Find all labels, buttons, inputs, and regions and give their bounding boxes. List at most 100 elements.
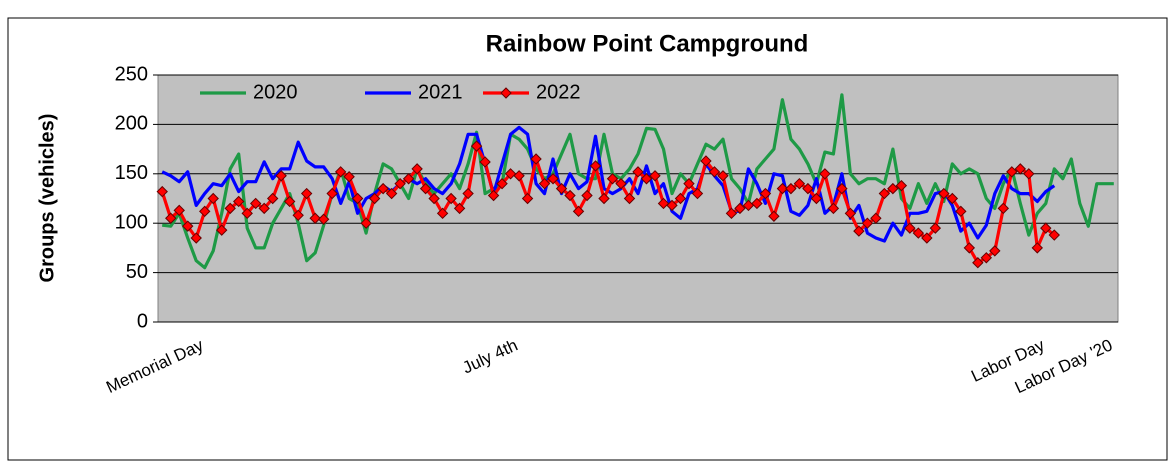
point-marker bbox=[351, 192, 364, 205]
point-marker bbox=[216, 224, 228, 236]
legend-label: 2021 bbox=[418, 81, 463, 103]
point-marker bbox=[445, 192, 457, 205]
point-marker bbox=[326, 187, 338, 200]
point-marker bbox=[309, 212, 321, 224]
point-marker bbox=[479, 156, 491, 168]
point-marker bbox=[734, 202, 746, 215]
point-marker bbox=[530, 153, 542, 165]
point-marker bbox=[844, 207, 857, 220]
point-marker bbox=[980, 252, 993, 264]
point-marker bbox=[691, 187, 704, 200]
point-marker bbox=[165, 212, 177, 224]
point-marker bbox=[997, 202, 1010, 215]
point-marker bbox=[182, 220, 194, 232]
point-marker bbox=[462, 187, 474, 200]
point-marker bbox=[266, 192, 279, 205]
point-marker bbox=[224, 202, 236, 215]
point-marker bbox=[963, 242, 976, 254]
point-marker bbox=[606, 173, 619, 185]
point-marker bbox=[470, 140, 483, 152]
point-marker bbox=[1014, 163, 1027, 175]
point-marker bbox=[190, 232, 202, 244]
plot-area bbox=[157, 74, 1119, 323]
point-marker bbox=[632, 166, 644, 178]
point-marker bbox=[249, 197, 262, 210]
point-marker bbox=[555, 182, 568, 195]
point-marker bbox=[853, 225, 865, 237]
point-marker bbox=[623, 192, 636, 205]
series-line bbox=[160, 144, 1056, 265]
point-marker bbox=[666, 199, 678, 212]
point-marker bbox=[912, 227, 925, 239]
point-marker bbox=[989, 245, 1001, 257]
point-marker bbox=[700, 155, 712, 167]
point-marker bbox=[793, 177, 806, 190]
point-marker bbox=[785, 182, 797, 195]
point-marker bbox=[1048, 229, 1060, 241]
point-marker bbox=[802, 182, 814, 195]
point-marker bbox=[283, 195, 296, 208]
series-line bbox=[162, 93, 1114, 270]
point-marker bbox=[343, 171, 355, 183]
point-marker bbox=[674, 192, 687, 205]
point-marker bbox=[649, 170, 661, 182]
point-marker bbox=[496, 177, 508, 190]
point-marker bbox=[581, 189, 593, 202]
point-marker bbox=[368, 192, 381, 205]
point-marker bbox=[487, 189, 500, 202]
point-marker bbox=[300, 187, 313, 200]
point-marker bbox=[419, 182, 432, 195]
point-marker bbox=[887, 182, 899, 195]
point-marker bbox=[428, 192, 440, 205]
point-marker bbox=[751, 197, 763, 210]
point-marker bbox=[538, 177, 551, 190]
point-marker bbox=[436, 207, 449, 220]
point-marker bbox=[683, 177, 695, 190]
point-marker bbox=[402, 173, 415, 185]
point-marker bbox=[411, 163, 423, 175]
point-marker bbox=[819, 168, 831, 180]
point-marker bbox=[547, 173, 559, 185]
point-marker bbox=[292, 209, 304, 222]
point-marker bbox=[360, 217, 372, 229]
point-marker bbox=[972, 257, 984, 269]
point-marker bbox=[836, 182, 848, 195]
point-marker bbox=[904, 222, 916, 234]
legend-label: 2020 bbox=[253, 81, 298, 103]
point-marker bbox=[275, 170, 287, 182]
point-marker bbox=[827, 202, 840, 215]
point-marker bbox=[572, 205, 585, 218]
point-marker bbox=[207, 192, 219, 205]
point-marker bbox=[564, 189, 576, 202]
y-tick-label: 250 bbox=[115, 63, 148, 85]
point-marker bbox=[946, 192, 959, 205]
point-marker bbox=[768, 210, 780, 222]
point-marker bbox=[725, 207, 738, 220]
point-marker bbox=[929, 222, 942, 234]
point-marker bbox=[394, 177, 406, 190]
point-marker bbox=[938, 187, 950, 200]
point-marker bbox=[776, 182, 789, 195]
point-marker bbox=[870, 212, 882, 224]
point-marker bbox=[759, 187, 772, 200]
chart-title: Rainbow Point Campground bbox=[486, 30, 809, 57]
legend-marker bbox=[500, 87, 512, 99]
point-marker bbox=[708, 166, 721, 178]
point-marker bbox=[233, 195, 245, 208]
point-marker bbox=[717, 170, 729, 182]
point-marker bbox=[513, 170, 525, 182]
point-marker bbox=[1040, 222, 1052, 234]
y-tick-label: 50 bbox=[126, 261, 148, 283]
point-marker bbox=[921, 232, 933, 244]
point-marker bbox=[385, 187, 398, 200]
point-marker bbox=[861, 217, 874, 229]
y-tick-label: 0 bbox=[137, 310, 148, 332]
point-marker bbox=[504, 168, 517, 180]
point-marker bbox=[895, 179, 908, 192]
point-marker bbox=[521, 192, 534, 205]
point-marker bbox=[878, 187, 891, 200]
point-marker bbox=[640, 173, 653, 185]
point-marker bbox=[334, 166, 347, 178]
point-marker bbox=[258, 202, 270, 215]
